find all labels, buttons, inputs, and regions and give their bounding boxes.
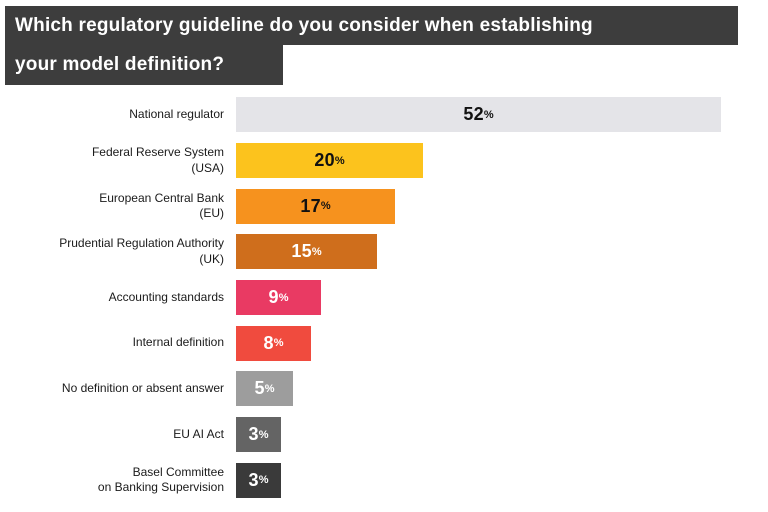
category-label-line: Federal Reserve System bbox=[91, 144, 224, 159]
bar-track: 3% bbox=[236, 462, 768, 498]
bar-value: 5 bbox=[254, 378, 265, 399]
bar: 17% bbox=[236, 188, 395, 224]
bar: 15% bbox=[236, 234, 377, 270]
category-label: Prudential Regulation Authority (UK) bbox=[0, 236, 236, 267]
title-text-2: your model definition? bbox=[15, 54, 225, 75]
percent-sign: % bbox=[334, 154, 345, 167]
bar: 20% bbox=[236, 143, 423, 179]
bar-track: 17% bbox=[236, 188, 768, 224]
percent-sign: % bbox=[264, 382, 275, 395]
percent-sign: % bbox=[258, 428, 269, 441]
percent-sign: % bbox=[483, 108, 494, 121]
percent-sign: % bbox=[311, 245, 322, 258]
category-label: National regulator bbox=[0, 107, 236, 123]
category-label-line: (EU) bbox=[199, 206, 224, 221]
bar-value: 52 bbox=[463, 104, 484, 125]
bar-track: 3% bbox=[236, 417, 768, 453]
category-label-line: Basel Committee bbox=[132, 464, 224, 479]
category-label: Basel Committee on Banking Supervision bbox=[0, 465, 236, 496]
chart-row: No definition or absent answer 5% bbox=[0, 366, 768, 412]
bar-track: 5% bbox=[236, 371, 768, 407]
category-label: Internal definition bbox=[0, 335, 236, 351]
bar-value: 3 bbox=[248, 469, 259, 490]
chart-row: Internal definition 8% bbox=[0, 320, 768, 366]
bar: 9% bbox=[236, 280, 321, 316]
bar-value: 8 bbox=[263, 332, 274, 353]
bar-value: 15 bbox=[291, 241, 312, 262]
category-label-line: Internal definition bbox=[132, 335, 224, 350]
title-line-1: Which regulatory guideline do you consid… bbox=[5, 6, 738, 45]
chart-row: Prudential Regulation Authority (UK) 15% bbox=[0, 229, 768, 275]
chart-row: Basel Committee on Banking Supervision 3% bbox=[0, 458, 768, 504]
category-label-line: (UK) bbox=[199, 251, 224, 266]
bar: 3% bbox=[236, 417, 281, 453]
bar-track: 9% bbox=[236, 280, 768, 316]
category-label: Federal Reserve System (USA) bbox=[0, 145, 236, 176]
category-label-line: Prudential Regulation Authority bbox=[59, 236, 224, 251]
category-label-line: EU AI Act bbox=[173, 426, 224, 441]
chart-row: Federal Reserve System (USA) 20% bbox=[0, 138, 768, 184]
category-label-line: Accounting standards bbox=[108, 289, 224, 304]
category-label-line: National regulator bbox=[129, 107, 224, 122]
percent-sign: % bbox=[320, 200, 331, 213]
title-line-2: your model definition? bbox=[5, 45, 283, 85]
title-banner: Which regulatory guideline do you consid… bbox=[5, 6, 738, 85]
bar-track: 20% bbox=[236, 143, 768, 179]
title-text-1: Which regulatory guideline do you consid… bbox=[15, 14, 593, 36]
bar: 5% bbox=[236, 371, 293, 407]
bar: 8% bbox=[236, 325, 311, 361]
bar-track: 52% bbox=[236, 97, 768, 133]
percent-sign: % bbox=[273, 337, 284, 350]
category-label: Accounting standards bbox=[0, 290, 236, 306]
bar: 52% bbox=[236, 97, 721, 133]
percent-sign: % bbox=[278, 291, 289, 304]
chart-row: EU AI Act 3% bbox=[0, 412, 768, 458]
bar-track: 8% bbox=[236, 325, 768, 361]
percent-sign: % bbox=[258, 474, 269, 487]
bar-value: 17 bbox=[300, 195, 321, 216]
chart-row: European Central Bank (EU) 17% bbox=[0, 183, 768, 229]
category-label-line: No definition or absent answer bbox=[61, 381, 224, 396]
bar: 3% bbox=[236, 462, 281, 498]
category-label-line: European Central Bank bbox=[99, 190, 224, 205]
category-label-line: on Banking Supervision bbox=[97, 480, 224, 495]
chart-row: National regulator 52% bbox=[0, 92, 768, 138]
bar-track: 15% bbox=[236, 234, 768, 270]
chart-row: Accounting standards 9% bbox=[0, 275, 768, 321]
bar-chart: National regulator 52% Federal Reserve Sys… bbox=[0, 92, 768, 503]
category-label-line: (USA) bbox=[191, 160, 224, 175]
category-label: European Central Bank (EU) bbox=[0, 191, 236, 222]
category-label: EU AI Act bbox=[0, 427, 236, 443]
category-label: No definition or absent answer bbox=[0, 381, 236, 397]
bar-value: 3 bbox=[248, 424, 259, 445]
bar-value: 9 bbox=[268, 287, 279, 308]
bar-value: 20 bbox=[314, 150, 335, 171]
